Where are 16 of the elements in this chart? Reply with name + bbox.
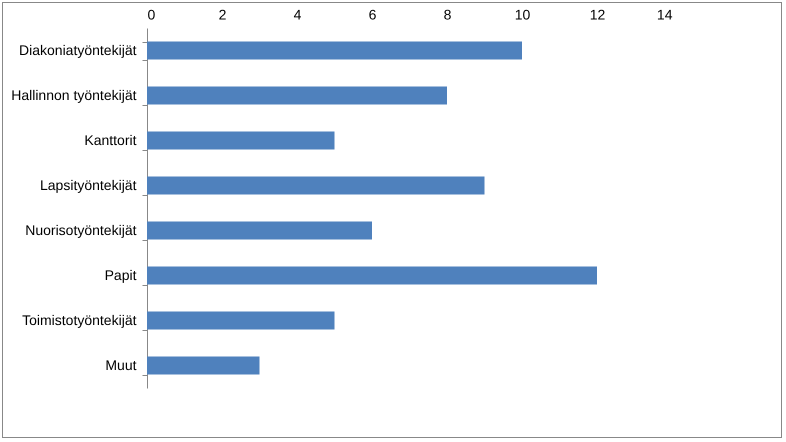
- y-tick-label: Papit: [104, 267, 137, 283]
- y-tick-label: Lapsityöntekijät: [40, 177, 137, 193]
- x-tick-label: 4: [294, 6, 302, 22]
- y-tick-label: Kanttorit: [84, 132, 137, 148]
- y-tick-label: Diakoniatyöntekijät: [18, 42, 137, 58]
- x-tick-label: 14: [656, 6, 673, 22]
- y-tick-label: Muut: [105, 357, 137, 373]
- y-tick-label: Nuorisotyöntekijät: [25, 222, 137, 238]
- x-tick-label: 6: [368, 6, 377, 22]
- x-tick-label: 10: [514, 6, 530, 22]
- x-tick-label: 8: [444, 6, 452, 22]
- x-tick-label: 2: [218, 6, 227, 22]
- x-tick-label: 0: [148, 6, 156, 22]
- y-tick-label: Toimistotyöntekijät: [22, 312, 137, 328]
- y-tick-label: Hallinnon työntekijät: [11, 87, 137, 103]
- x-tick-label: 12: [590, 6, 606, 22]
